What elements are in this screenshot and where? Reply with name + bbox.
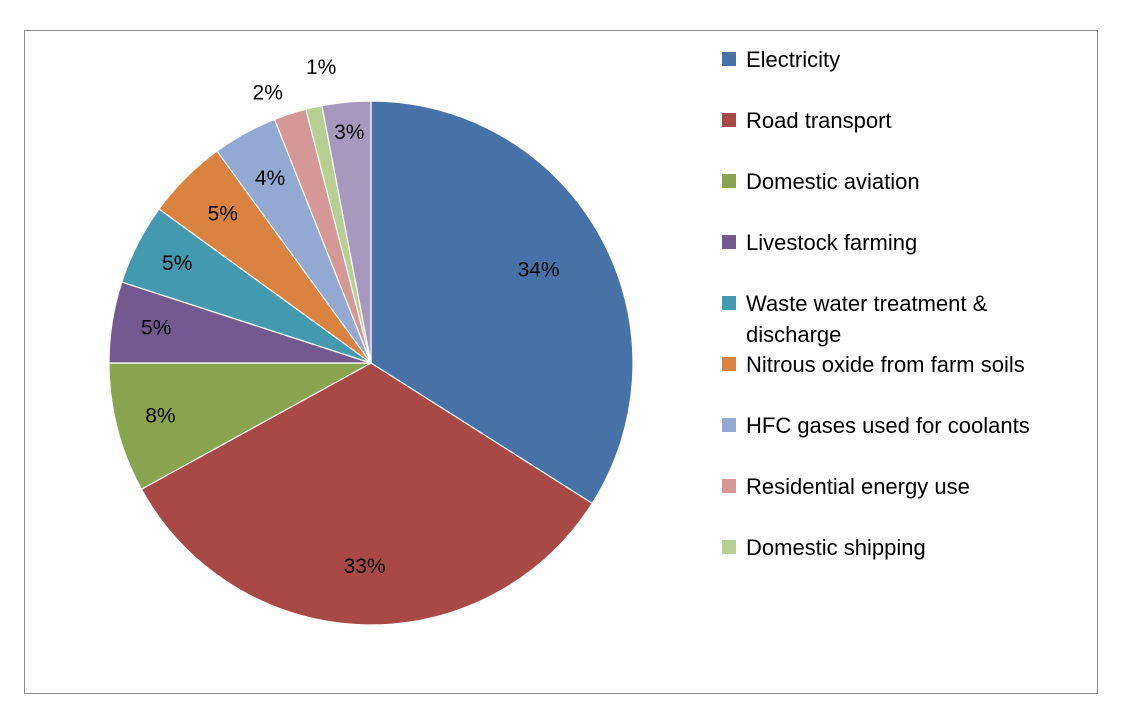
legend-swatch [722,174,736,188]
legend-item: Electricity [722,44,1066,75]
legend-label: Waste water treatment & discharge [746,291,988,347]
legend-label: Residential energy use [746,474,970,499]
data-label-1: 34% [518,258,560,281]
legend-label: Electricity [746,47,841,72]
legend-item: HFC gases used for coolants [722,410,1066,441]
pie-slice-10 [321,100,372,364]
data-label-8: 2% [253,81,283,104]
legend-label: Domestic shipping [746,535,926,560]
legend-label: Domestic aviation [746,169,920,194]
chart-frame [24,30,1098,694]
data-label-4: 5% [141,317,171,340]
legend-label: Nitrous oxide from farm soils [746,352,1025,377]
legend-swatch [722,113,736,127]
pie-slice-2 [140,362,594,626]
data-label-10: 3% [334,121,364,144]
data-label-5: 5% [162,252,192,275]
legend-label: Road transport [746,108,892,133]
legend-item: Residential energy use [722,471,1066,502]
legend-swatch [722,540,736,554]
legend-item: Livestock farming [722,227,1066,258]
data-label-2: 33% [344,555,386,578]
legend-item: Domestic aviation [722,166,1066,197]
legend-swatch [722,357,736,371]
legend-label: HFC gases used for coolants [746,413,1030,438]
legend-swatch [722,296,736,310]
legend-swatch [722,479,736,493]
pie-slice-1 [370,100,634,505]
data-label-6: 5% [208,202,238,225]
legend-item: Domestic shipping [722,532,1066,563]
pie-slice-3 [108,362,372,491]
legend-label: Livestock farming [746,230,918,255]
legend-swatch [722,52,736,66]
legend-swatch [722,418,736,432]
data-label-9: 1% [306,56,336,79]
data-label-3: 8% [145,405,175,428]
data-label-7: 4% [255,167,285,190]
legend-item: Road transport [722,105,1066,136]
legend-item: Waste water treatment & discharge [722,288,1066,350]
legend-swatch [722,235,736,249]
legend-item: Nitrous oxide from farm soils [722,349,1066,380]
